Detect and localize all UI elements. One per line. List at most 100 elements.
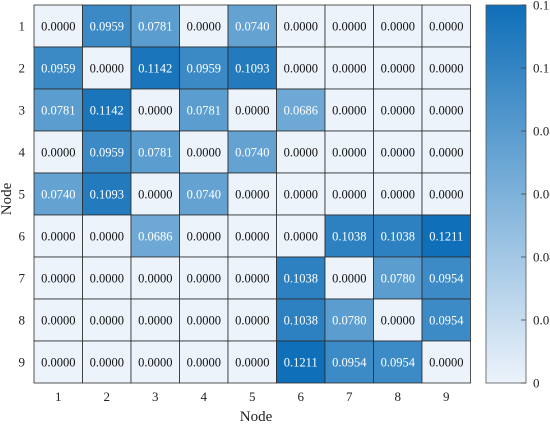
heatmap-cell-r5-c4 — [179, 172, 229, 216]
y-axis-label: Node — [0, 182, 15, 215]
cell-value-label: 0.0781 — [138, 20, 172, 34]
cell-value-label: 0.0000 — [90, 272, 124, 286]
heatmap-cell-r1-c3 — [130, 4, 180, 48]
x-axis-label: Node — [240, 409, 273, 425]
heatmap-cells — [33, 4, 471, 384]
cell-value-label: 0.0000 — [235, 188, 269, 202]
cell-value-label: 0.0000 — [41, 20, 75, 34]
colorbar-tick-label: 0.06 — [533, 187, 550, 202]
cell-value-label: 0.0000 — [90, 356, 124, 370]
heatmap-cell-r4-c4 — [179, 130, 229, 174]
heatmap-cell-r6-c3 — [130, 214, 180, 258]
heatmap-cell-r5-c9 — [421, 172, 471, 216]
y-tick-label: 4 — [19, 145, 26, 160]
cell-value-label: 0.1211 — [284, 356, 318, 370]
cell-value-label: 0.0000 — [284, 146, 318, 160]
cell-value-label: 0.0000 — [284, 62, 318, 76]
y-tick-label: 1 — [19, 19, 26, 34]
heatmap-cell-r8-c4 — [179, 298, 229, 342]
heatmap-cell-r3-c5 — [227, 88, 277, 132]
heatmap-cell-r9-c5 — [227, 340, 277, 384]
cell-value-label: 0.0000 — [284, 230, 318, 244]
cell-value-label: 0.0000 — [138, 314, 172, 328]
axis-ticks: 1 2 3 4 5 6 7 8 9 1 2 3 4 5 6 7 8 9 — [19, 19, 450, 405]
heatmap-cell-r9-c2 — [82, 340, 132, 384]
heatmap-cell-r1-c2 — [82, 4, 132, 48]
heatmap-cell-r6-c1 — [33, 214, 83, 258]
cell-value-label: 0.0000 — [381, 62, 415, 76]
cell-value-label: 0.0000 — [41, 146, 75, 160]
cell-value-label: 0.0000 — [235, 314, 269, 328]
cell-value-label: 0.1093 — [235, 62, 269, 76]
cell-value-label: 0.1093 — [90, 188, 124, 202]
heatmap-cell-r1-c8 — [373, 4, 423, 48]
colorbar-gradient — [485, 4, 527, 384]
cell-value-label: 0.0740 — [187, 188, 221, 202]
cell-value-label: 0.0686 — [138, 230, 172, 244]
x-tick-label: 5 — [249, 389, 256, 404]
cell-value-label: 0.0000 — [429, 62, 463, 76]
heatmap-cell-r4-c1 — [33, 130, 83, 174]
cell-value-label: 0.1038 — [284, 272, 318, 286]
cell-value-label: 0.0000 — [41, 230, 75, 244]
cell-value-label: 0.0000 — [332, 104, 366, 118]
cell-value-label: 0.0000 — [429, 356, 463, 370]
x-tick-label: 1 — [55, 389, 62, 404]
cell-value-label: 0.0781 — [187, 104, 221, 118]
cell-value-label: 0.0000 — [284, 188, 318, 202]
colorbar-tick-label: 0.1 — [533, 61, 549, 76]
heatmap-cell-r7-c2 — [82, 256, 132, 300]
cell-value-label: 0.0000 — [235, 356, 269, 370]
heatmap-cell-r9-c3 — [130, 340, 180, 384]
cell-value-label: 0.0000 — [332, 62, 366, 76]
heatmap-cell-r3-c7 — [324, 88, 374, 132]
cell-value-label: 0.0000 — [187, 230, 221, 244]
x-tick-label: 6 — [298, 389, 305, 404]
heatmap-cell-r4-c2 — [82, 130, 132, 174]
heatmap-cell-r3-c4 — [179, 88, 229, 132]
cell-value-label: 0.0000 — [187, 272, 221, 286]
heatmap-cell-r2-c3 — [130, 46, 180, 90]
cell-value-label: 0.0000 — [381, 146, 415, 160]
cell-value-label: 0.0954 — [429, 272, 464, 286]
heatmap-cell-r9-c6 — [276, 340, 326, 384]
cell-value-label: 0.1038 — [284, 314, 318, 328]
heatmap-cell-r3-c9 — [421, 88, 471, 132]
y-tick-label: 8 — [19, 313, 26, 328]
cell-value-label: 0.0000 — [235, 272, 269, 286]
cell-value-label: 0.0000 — [381, 104, 415, 118]
cell-value-label: 0.0954 — [381, 356, 416, 370]
cell-value-label: 0.0000 — [90, 62, 124, 76]
colorbar-tick-label: 0.12 — [533, 0, 550, 13]
heatmap-cell-r6-c6 — [276, 214, 326, 258]
cell-value-label: 0.0959 — [90, 20, 124, 34]
cell-value-label: 0.0954 — [332, 356, 367, 370]
heatmap-cell-r3-c2 — [82, 88, 132, 132]
heatmap-cell-r5-c7 — [324, 172, 374, 216]
heatmap-cell-r7-c1 — [33, 256, 83, 300]
x-tick-label: 7 — [346, 389, 353, 404]
y-tick-label: 2 — [19, 61, 26, 76]
cell-value-label: 0.0000 — [235, 104, 269, 118]
heatmap-cell-r8-c3 — [130, 298, 180, 342]
cell-value-label: 0.0000 — [381, 188, 415, 202]
cell-value-label: 0.0781 — [41, 104, 75, 118]
cell-value-label: 0.0000 — [332, 20, 366, 34]
cell-value-label: 0.0959 — [90, 146, 124, 160]
y-tick-label: 6 — [19, 229, 26, 244]
heatmap-cell-r7-c5 — [227, 256, 277, 300]
cell-value-label: 0.0000 — [235, 230, 269, 244]
heatmap-cell-r1-c6 — [276, 4, 326, 48]
cell-value-label: 0.0740 — [41, 188, 75, 202]
y-tick-label: 5 — [19, 187, 26, 202]
cell-value-label: 0.0000 — [187, 146, 221, 160]
heatmap-cell-r2-c5 — [227, 46, 277, 90]
x-tick-label: 8 — [395, 389, 402, 404]
cell-value-label: 0.0000 — [187, 314, 221, 328]
cell-value-label: 0.0000 — [138, 104, 172, 118]
colorbar: 0 0.02 0.04 0.06 0.08 0.1 0.12 — [485, 0, 550, 391]
heatmap-cell-r6-c8 — [373, 214, 423, 258]
heatmap-cell-r9-c7 — [324, 340, 374, 384]
heatmap-cell-r2-c1 — [33, 46, 83, 90]
